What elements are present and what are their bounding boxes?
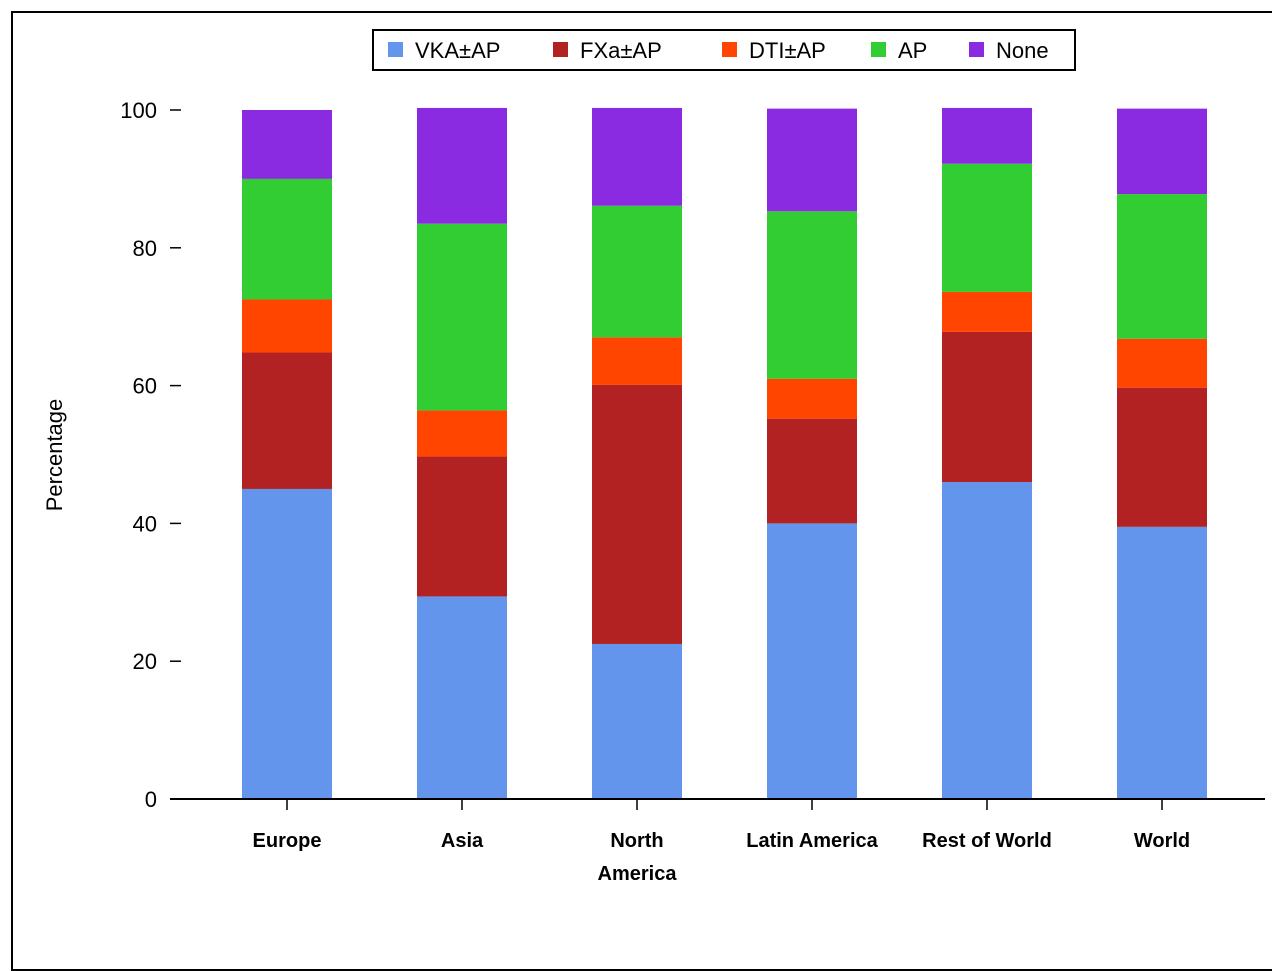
bar-north-america-series-2 [592,337,682,385]
y-tick-label-0: 0 [145,787,157,812]
bar-asia-series-0 [417,596,507,799]
bar-latin-america-series-3 [767,211,857,379]
x-tick-label-latin-america: Latin America [746,830,878,852]
y-tick-label-40: 40 [133,511,157,536]
bar-world-series-0 [1117,526,1207,799]
bar-world-series-4 [1117,108,1207,195]
y-tick-label-100: 100 [120,98,157,123]
x-tick-label-rest-of-world: Rest of World [922,830,1052,852]
legend-label-3: AP [898,38,927,63]
legend-label-1: FXa±AP [580,38,662,63]
bar-north-america-series-3 [592,205,682,338]
bar-latin-america-series-1 [767,418,857,524]
bar-rest-of-world-series-1 [942,331,1032,483]
y-axis-label: Percentage [42,399,67,512]
bar-europe-series-2 [242,299,332,353]
legend-swatch-4 [969,42,984,57]
bar-world-series-1 [1117,387,1207,527]
x-tick-label-north-america: North America [598,830,678,885]
legend-label-4: None [996,38,1049,63]
legend-swatch-0 [388,42,403,57]
bar-asia-series-3 [417,223,507,411]
legend-swatch-3 [871,42,886,57]
bar-rest-of-world-series-2 [942,291,1032,332]
bar-asia-series-2 [417,410,507,457]
y-tick-label-80: 80 [133,236,157,261]
y-tick-label-60: 60 [133,374,157,399]
y-tick-label-20: 20 [133,649,157,674]
x-tick-label-world: World [1134,830,1190,852]
bar-europe-series-4 [242,110,332,179]
bar-europe-series-1 [242,352,332,489]
legend-label-0: VKA±AP [415,38,500,63]
bar-north-america-series-0 [592,643,682,799]
bar-rest-of-world-series-0 [942,482,1032,799]
bar-asia-series-1 [417,456,507,597]
bar-north-america-series-1 [592,384,682,644]
bar-world-series-2 [1117,338,1207,388]
bar-latin-america-series-2 [767,378,857,419]
bar-europe-series-3 [242,178,332,300]
x-tick-label-asia: Asia [441,830,484,852]
bar-world-series-3 [1117,194,1207,339]
bar-europe-series-0 [242,488,332,799]
legend-label-2: DTI±AP [749,38,826,63]
bar-north-america-series-4 [592,107,682,206]
x-tick-label-europe: Europe [253,830,322,852]
bar-latin-america-series-4 [767,108,857,212]
bar-rest-of-world-series-4 [942,107,1032,164]
bar-latin-america-series-0 [767,523,857,799]
bar-asia-series-4 [417,107,507,224]
legend-swatch-2 [722,42,737,57]
legend-swatch-1 [553,42,568,57]
bar-rest-of-world-series-3 [942,163,1032,292]
